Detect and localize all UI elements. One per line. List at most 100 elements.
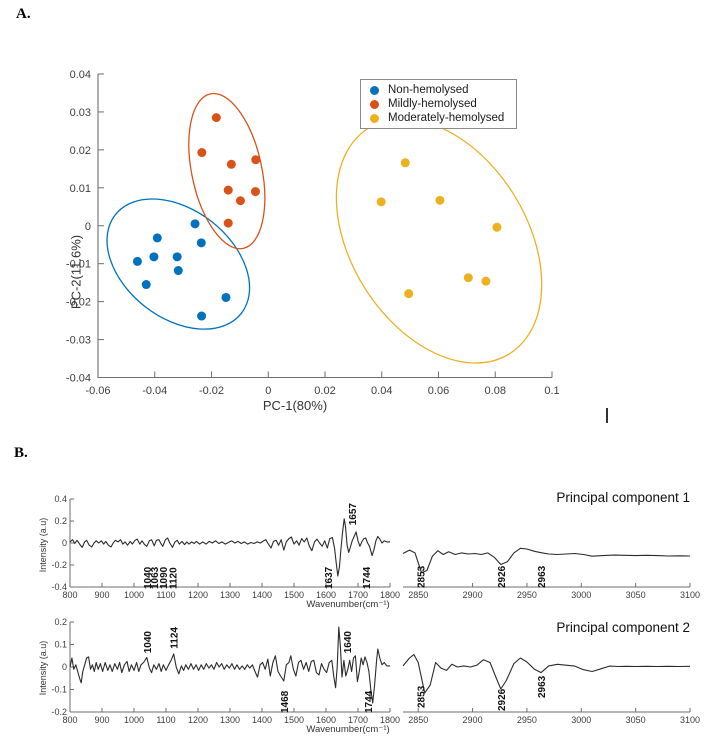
scatter-point-mildly-hemolysed <box>250 187 260 197</box>
x-tick-label: 1200 <box>188 715 208 725</box>
y-tick-label: 0.04 <box>70 69 91 81</box>
scatter-point-mildly-hemolysed <box>226 159 236 169</box>
x-tick-label: -0.06 <box>85 385 110 397</box>
x-tick-label: 2950 <box>517 590 537 600</box>
scatter-point-non-hemolysed <box>141 280 151 290</box>
y-tick-label: -0.04 <box>66 373 91 385</box>
scatter-point-non-hemolysed <box>172 252 182 262</box>
y-tick-label: 0.02 <box>70 145 91 157</box>
x-tick-label: 1800 <box>380 715 400 725</box>
x-tick-label: 1400 <box>252 590 272 600</box>
scatter-point-moderately-hemolysed <box>376 197 386 207</box>
legend-marker <box>370 85 379 95</box>
x-tick-label: 2850 <box>408 590 428 600</box>
x-tick-label: 2900 <box>463 715 483 725</box>
scatter-point-moderately-hemolysed <box>435 195 445 205</box>
x-tick-label: 1300 <box>220 590 240 600</box>
x-tick-label: 1000 <box>124 590 144 600</box>
pc1-spectrum-title: Principal component 1 <box>556 490 690 505</box>
x-tick-label: 1800 <box>380 590 400 600</box>
scatter-point-mildly-hemolysed <box>223 218 233 228</box>
wavenumber-axis-label-row2: Wavenumber(cm⁻¹) <box>306 724 390 735</box>
pc1-axis-label: PC-1(80%) <box>262 398 328 413</box>
y-tick-label: 0 <box>62 662 67 672</box>
y-tick-label: -0.2 <box>51 560 67 570</box>
y-tick-label: 0.03 <box>70 107 91 119</box>
x-tick-label: 0.08 <box>485 385 506 397</box>
legend-item-moderately-hemolysed: Moderately-hemolysed <box>370 111 516 125</box>
pc2-axis-label: PC-2(11.6%) <box>68 234 84 310</box>
y-tick-label: 0.2 <box>54 516 67 526</box>
x-tick-label: 2900 <box>463 590 483 600</box>
x-tick-label: 1100 <box>156 590 175 600</box>
legend-marker <box>370 113 379 123</box>
peak-annotation: 1640 <box>343 631 354 654</box>
x-tick-label: 800 <box>62 590 77 600</box>
legend-item-label: Non-hemolysed <box>388 84 469 96</box>
x-tick-label: 2950 <box>517 715 537 725</box>
x-tick-label: 1500 <box>284 590 304 600</box>
scatter-point-mildly-hemolysed <box>197 148 207 158</box>
spectrum-curve <box>402 547 691 574</box>
y-tick-label: 0.1 <box>54 640 67 650</box>
scatter-point-moderately-hemolysed <box>404 289 414 299</box>
y-tick-label: 0.4 <box>54 494 67 504</box>
wavenumber-axis-label-row1: Wavenumber(cm⁻¹) <box>306 599 390 610</box>
scatter-point-non-hemolysed <box>173 266 183 276</box>
y-tick-label: -0.01 <box>66 259 91 271</box>
y-tick-label: -0.03 <box>66 335 91 347</box>
x-tick-label: 1600 <box>316 590 336 600</box>
scatter-point-non-hemolysed <box>196 238 206 248</box>
legend-marker <box>370 99 379 109</box>
scatter-point-mildly-hemolysed <box>223 185 233 195</box>
x-tick-label: -0.04 <box>142 385 167 397</box>
legend: Non-hemolysed Mildly-hemolysed Moderatel… <box>360 79 517 129</box>
cluster-ellipse-mildly-hemolysed <box>188 92 266 250</box>
x-tick-label: 3100 <box>680 590 700 600</box>
x-tick-label: 0.04 <box>371 385 392 397</box>
legend-item-mildly-hemolysed: Mildly-hemolysed <box>370 97 516 111</box>
y-tick-label: -0.1 <box>51 685 67 695</box>
scatter-point-non-hemolysed <box>221 292 231 302</box>
x-tick-label: 3000 <box>571 590 591 600</box>
pc2-spectrum-title: Principal component 2 <box>556 620 690 635</box>
stray-cursor-mark <box>606 408 608 423</box>
peak-annotation: 1657 <box>348 503 359 526</box>
x-tick-label: 0.02 <box>314 385 335 397</box>
x-tick-label: 1600 <box>316 715 336 725</box>
x-tick-label: 800 <box>62 715 77 725</box>
scatter-point-non-hemolysed <box>190 219 200 229</box>
peak-annotation: 1040 <box>143 566 154 589</box>
scatter-point-non-hemolysed <box>132 256 142 266</box>
scatter-point-non-hemolysed <box>197 311 207 321</box>
scatter-point-moderately-hemolysed <box>463 273 473 283</box>
x-tick-label: 1400 <box>252 715 272 725</box>
peak-annotation: 1744 <box>364 690 375 713</box>
y-tick-label: 0 <box>62 538 67 548</box>
x-tick-label: 1300 <box>220 715 240 725</box>
legend-item-label: Moderately-hemolysed <box>388 112 505 124</box>
peak-annotation: 1468 <box>280 690 291 713</box>
x-tick-label: 0.06 <box>428 385 449 397</box>
intensity-axis-label-row1: Intensity (a.u) <box>38 517 48 573</box>
peak-annotation: 1063 <box>150 566 161 589</box>
x-tick-label: 900 <box>94 590 109 600</box>
peak-annotation: 1040 <box>143 631 154 654</box>
spectrum-curve <box>69 518 390 577</box>
scatter-point-moderately-hemolysed <box>400 158 410 168</box>
peak-annotation: 2926 <box>497 688 508 711</box>
peak-annotation: 1090 <box>159 566 170 589</box>
legend-item-label: Mildly-hemolysed <box>388 98 477 110</box>
x-tick-label: 3000 <box>571 715 591 725</box>
x-tick-label: 1700 <box>348 715 368 725</box>
peak-annotation: 2853 <box>416 565 427 588</box>
peak-annotation: 1120 <box>168 567 179 589</box>
x-tick-label: 1500 <box>284 715 304 725</box>
x-tick-label: 1200 <box>188 590 208 600</box>
panel-a-label: A. <box>16 6 31 22</box>
spectrum-curve <box>402 654 691 694</box>
peak-annotation: 2963 <box>537 675 548 698</box>
scatter-point-mildly-hemolysed <box>251 155 261 165</box>
scatter-point-mildly-hemolysed <box>235 196 245 206</box>
